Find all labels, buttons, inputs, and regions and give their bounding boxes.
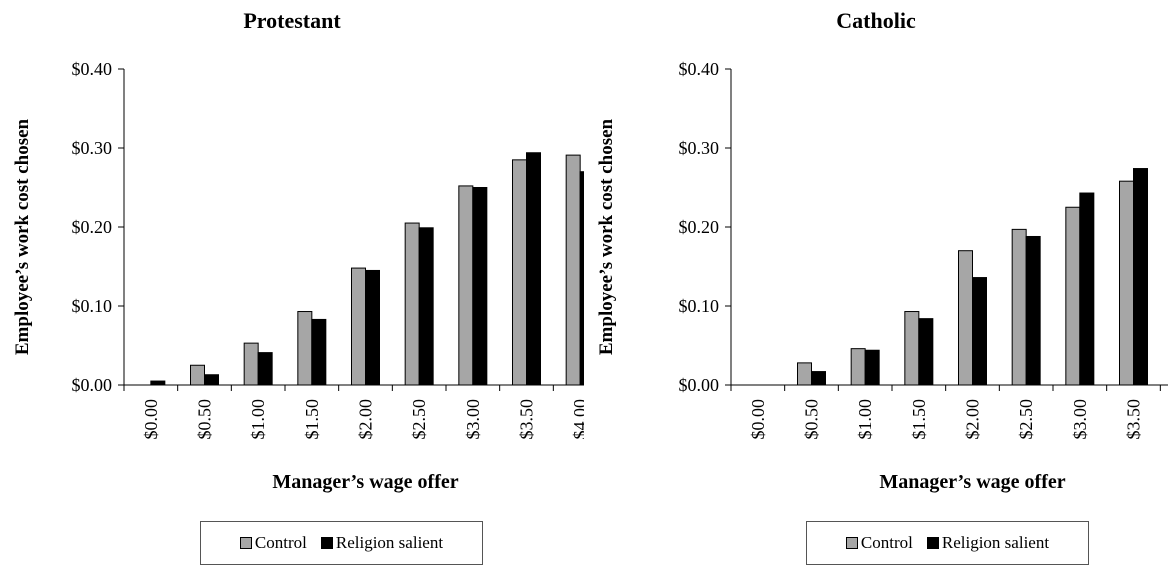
x-tick-label: $3.00 [463,399,483,440]
bar [404,222,420,386]
x-tick-label: $4.00 [570,399,584,440]
x-tick-label: $2.50 [409,399,429,440]
y-tick-label: $0.20 [679,217,720,237]
bar [365,269,380,386]
bar [458,185,474,386]
y-tick-label: $0.00 [679,375,720,395]
bar [204,374,219,386]
bar [526,152,541,386]
bar [918,318,934,386]
bar-chart-catholic: $0.00 $0.10 $0.20 $0.30 $0.40 $0.00 $0.50 $1.00… [596,59,1168,493]
bar [1011,228,1027,386]
bar [850,348,866,386]
bar [150,380,166,386]
legend-item-control: Control [239,533,307,553]
bar [958,250,973,386]
bar [1119,180,1134,386]
x-tick-label: $2.50 [1016,399,1036,440]
legend-swatch-religion-salient [320,537,333,549]
x-tick-label: $2.00 [963,399,983,440]
y-tick-label: $0.20 [72,217,113,237]
bar [418,227,434,386]
bar [811,371,826,386]
x-tick-label: $0.00 [141,399,161,440]
x-axis-label: Manager’s wage offer [879,471,1065,493]
legend-swatch-religion-salient [926,537,939,549]
bar [904,311,920,386]
y-tick-label: $0.00 [72,375,113,395]
chart-legend: Control Religion salient [200,521,483,565]
y-tick-label: $0.10 [679,296,720,316]
legend-swatch-control [845,537,858,549]
bar [1065,206,1081,386]
x-tick-label: $0.50 [195,399,215,440]
bar [472,187,488,386]
bar [579,171,584,386]
x-tick-label: $1.50 [909,399,929,440]
legend-label-religion-salient: Religion salient [335,533,444,552]
legend-label-control: Control [254,533,307,552]
y-tick-label: $0.30 [72,138,113,158]
legend-item-religion-salient: Religion salient [320,533,444,553]
y-tick-label: $0.40 [679,59,720,79]
bar [190,364,205,386]
x-axis-label: Manager’s wage offer [272,471,458,493]
x-tick-label: $0.00 [748,399,768,440]
bar [297,311,313,386]
bar [972,277,987,386]
chart-title: Catholic [836,8,916,33]
legend-swatch-control [239,537,252,549]
bar [351,267,366,386]
x-tick-label: $1.00 [855,399,875,440]
y-tick-label: $0.40 [72,59,113,79]
legend-label-control: Control [860,533,913,552]
chart-title: Protestant [243,8,341,33]
x-tick-label: $3.50 [1124,399,1144,440]
x-tick-label: $2.00 [356,399,376,440]
legend-item-religion-salient: Religion salient [926,533,1050,553]
chart-panel-catholic: Catholic $0.00 $0.10 $0.20 $0.30 $0.40 $0.00 $… [584,0,1168,566]
legend-label-religion-salient: Religion salient [941,533,1050,552]
bar [565,154,581,386]
y-tick-label: $0.10 [72,296,113,316]
x-tick-label: $3.00 [1070,399,1090,440]
x-tick-label: $1.00 [248,399,268,440]
x-tick-label: $0.50 [802,399,822,440]
bar [257,352,273,386]
bar [1079,192,1095,386]
legend-item-control: Control [845,533,913,553]
x-tick-label: $3.50 [517,399,537,440]
bar [797,362,812,386]
bar [864,349,880,386]
chart-panel-protestant: Protestant $0.00 $0.10 $0.20 $0.30 $0.40 $0.0… [12,8,584,565]
y-tick-label: $0.30 [679,138,720,158]
y-axis-label: Employee’s work cost chosen [596,118,617,355]
bar [512,159,527,386]
x-tick-label: $1.50 [302,399,322,440]
bar-chart-protestant: $0.00 $0.10 $0.20 $0.30 $0.40 $0.00 $0.50 $1.00… [12,59,584,493]
bar [1133,168,1148,386]
bar [243,342,259,386]
bar [311,318,327,386]
bar [1025,235,1041,386]
chart-legend: Control Religion salient [806,521,1089,565]
y-axis-label: Employee’s work cost chosen [12,118,33,355]
